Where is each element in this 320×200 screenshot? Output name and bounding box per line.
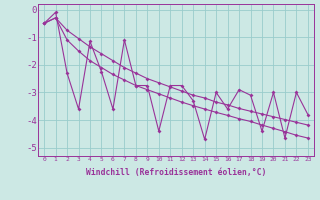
X-axis label: Windchill (Refroidissement éolien,°C): Windchill (Refroidissement éolien,°C) — [86, 168, 266, 177]
